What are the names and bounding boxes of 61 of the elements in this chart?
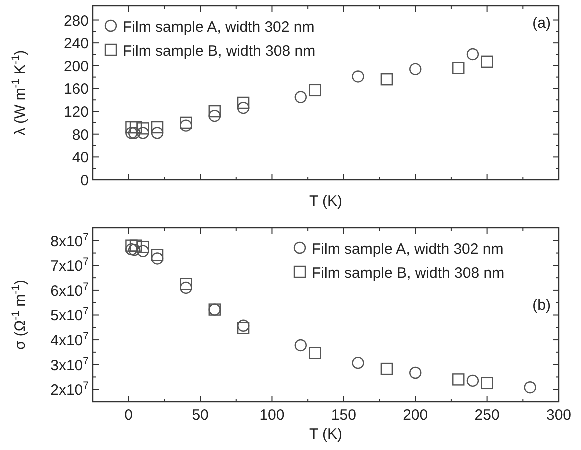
point bbox=[309, 347, 322, 360]
y-tick-label: 4x10$^{7}$ bbox=[50, 330, 90, 350]
point bbox=[180, 116, 192, 130]
y-tick-label: 2x10$^{7}$ bbox=[50, 380, 90, 400]
y-tick-label: 5x10$^{7}$ bbox=[50, 306, 90, 325]
y-tick-label: 200 bbox=[64, 58, 89, 76]
point bbox=[452, 374, 465, 386]
x-tick-label: 0 bbox=[124, 407, 134, 424]
y-tick-label: 120 bbox=[64, 104, 89, 122]
point bbox=[352, 356, 364, 370]
y-tick-label: 6x10$^{7}$ bbox=[50, 280, 90, 300]
point bbox=[151, 121, 164, 134]
x-axis-title: T (K) bbox=[309, 193, 343, 210]
point bbox=[151, 127, 164, 140]
x-tick-label: 150 bbox=[331, 407, 356, 424]
point bbox=[237, 96, 250, 110]
point bbox=[380, 362, 394, 376]
point bbox=[208, 110, 221, 122]
y-tick-label: 160 bbox=[64, 81, 89, 98]
point bbox=[524, 382, 536, 394]
y-tick-label: 8x10$^{7}$ bbox=[50, 231, 90, 250]
point bbox=[180, 282, 192, 294]
point bbox=[130, 121, 142, 134]
legend-label: Film sample A, width 302 nm bbox=[312, 241, 504, 258]
point bbox=[410, 366, 422, 380]
y-tick-label: 7x10$^{7}$ bbox=[50, 256, 90, 276]
legend-label: Film sample A, width 302 nm bbox=[123, 19, 315, 36]
point bbox=[294, 91, 308, 104]
x-tick-label: 100 bbox=[260, 407, 285, 424]
annotation: (b) bbox=[532, 297, 551, 314]
point bbox=[151, 249, 164, 262]
annotation: (a) bbox=[532, 15, 551, 32]
point bbox=[410, 63, 422, 76]
point bbox=[237, 102, 250, 114]
point bbox=[466, 48, 480, 61]
point bbox=[481, 56, 494, 68]
x-tick-label: 300 bbox=[546, 407, 572, 424]
x-tick-label: 50 bbox=[192, 407, 209, 424]
x-tick-label: 200 bbox=[403, 407, 428, 424]
point bbox=[466, 374, 480, 388]
point bbox=[237, 322, 250, 334]
legend-label: Film sample B, width 308 nm bbox=[312, 265, 505, 282]
point bbox=[452, 62, 465, 74]
y-tick-label: 40 bbox=[72, 150, 89, 167]
y-tick-label: 240 bbox=[64, 36, 89, 53]
legend-label: Film sample B, width 308 nm bbox=[123, 43, 316, 60]
point bbox=[380, 73, 394, 86]
point bbox=[294, 339, 308, 352]
point bbox=[208, 105, 221, 118]
point bbox=[130, 240, 142, 252]
point bbox=[309, 84, 322, 97]
point bbox=[137, 240, 150, 254]
y-tick-label: 3x10$^{7}$ bbox=[50, 355, 90, 374]
point bbox=[352, 70, 364, 83]
x-axis-title: T (K) bbox=[309, 426, 343, 443]
point bbox=[481, 377, 494, 390]
point bbox=[180, 278, 192, 290]
y-tick-label: 0 bbox=[80, 172, 89, 190]
y-tick-label: 80 bbox=[72, 126, 89, 144]
y-tick-label: 280 bbox=[64, 12, 89, 30]
x-tick-label: 250 bbox=[474, 407, 500, 424]
